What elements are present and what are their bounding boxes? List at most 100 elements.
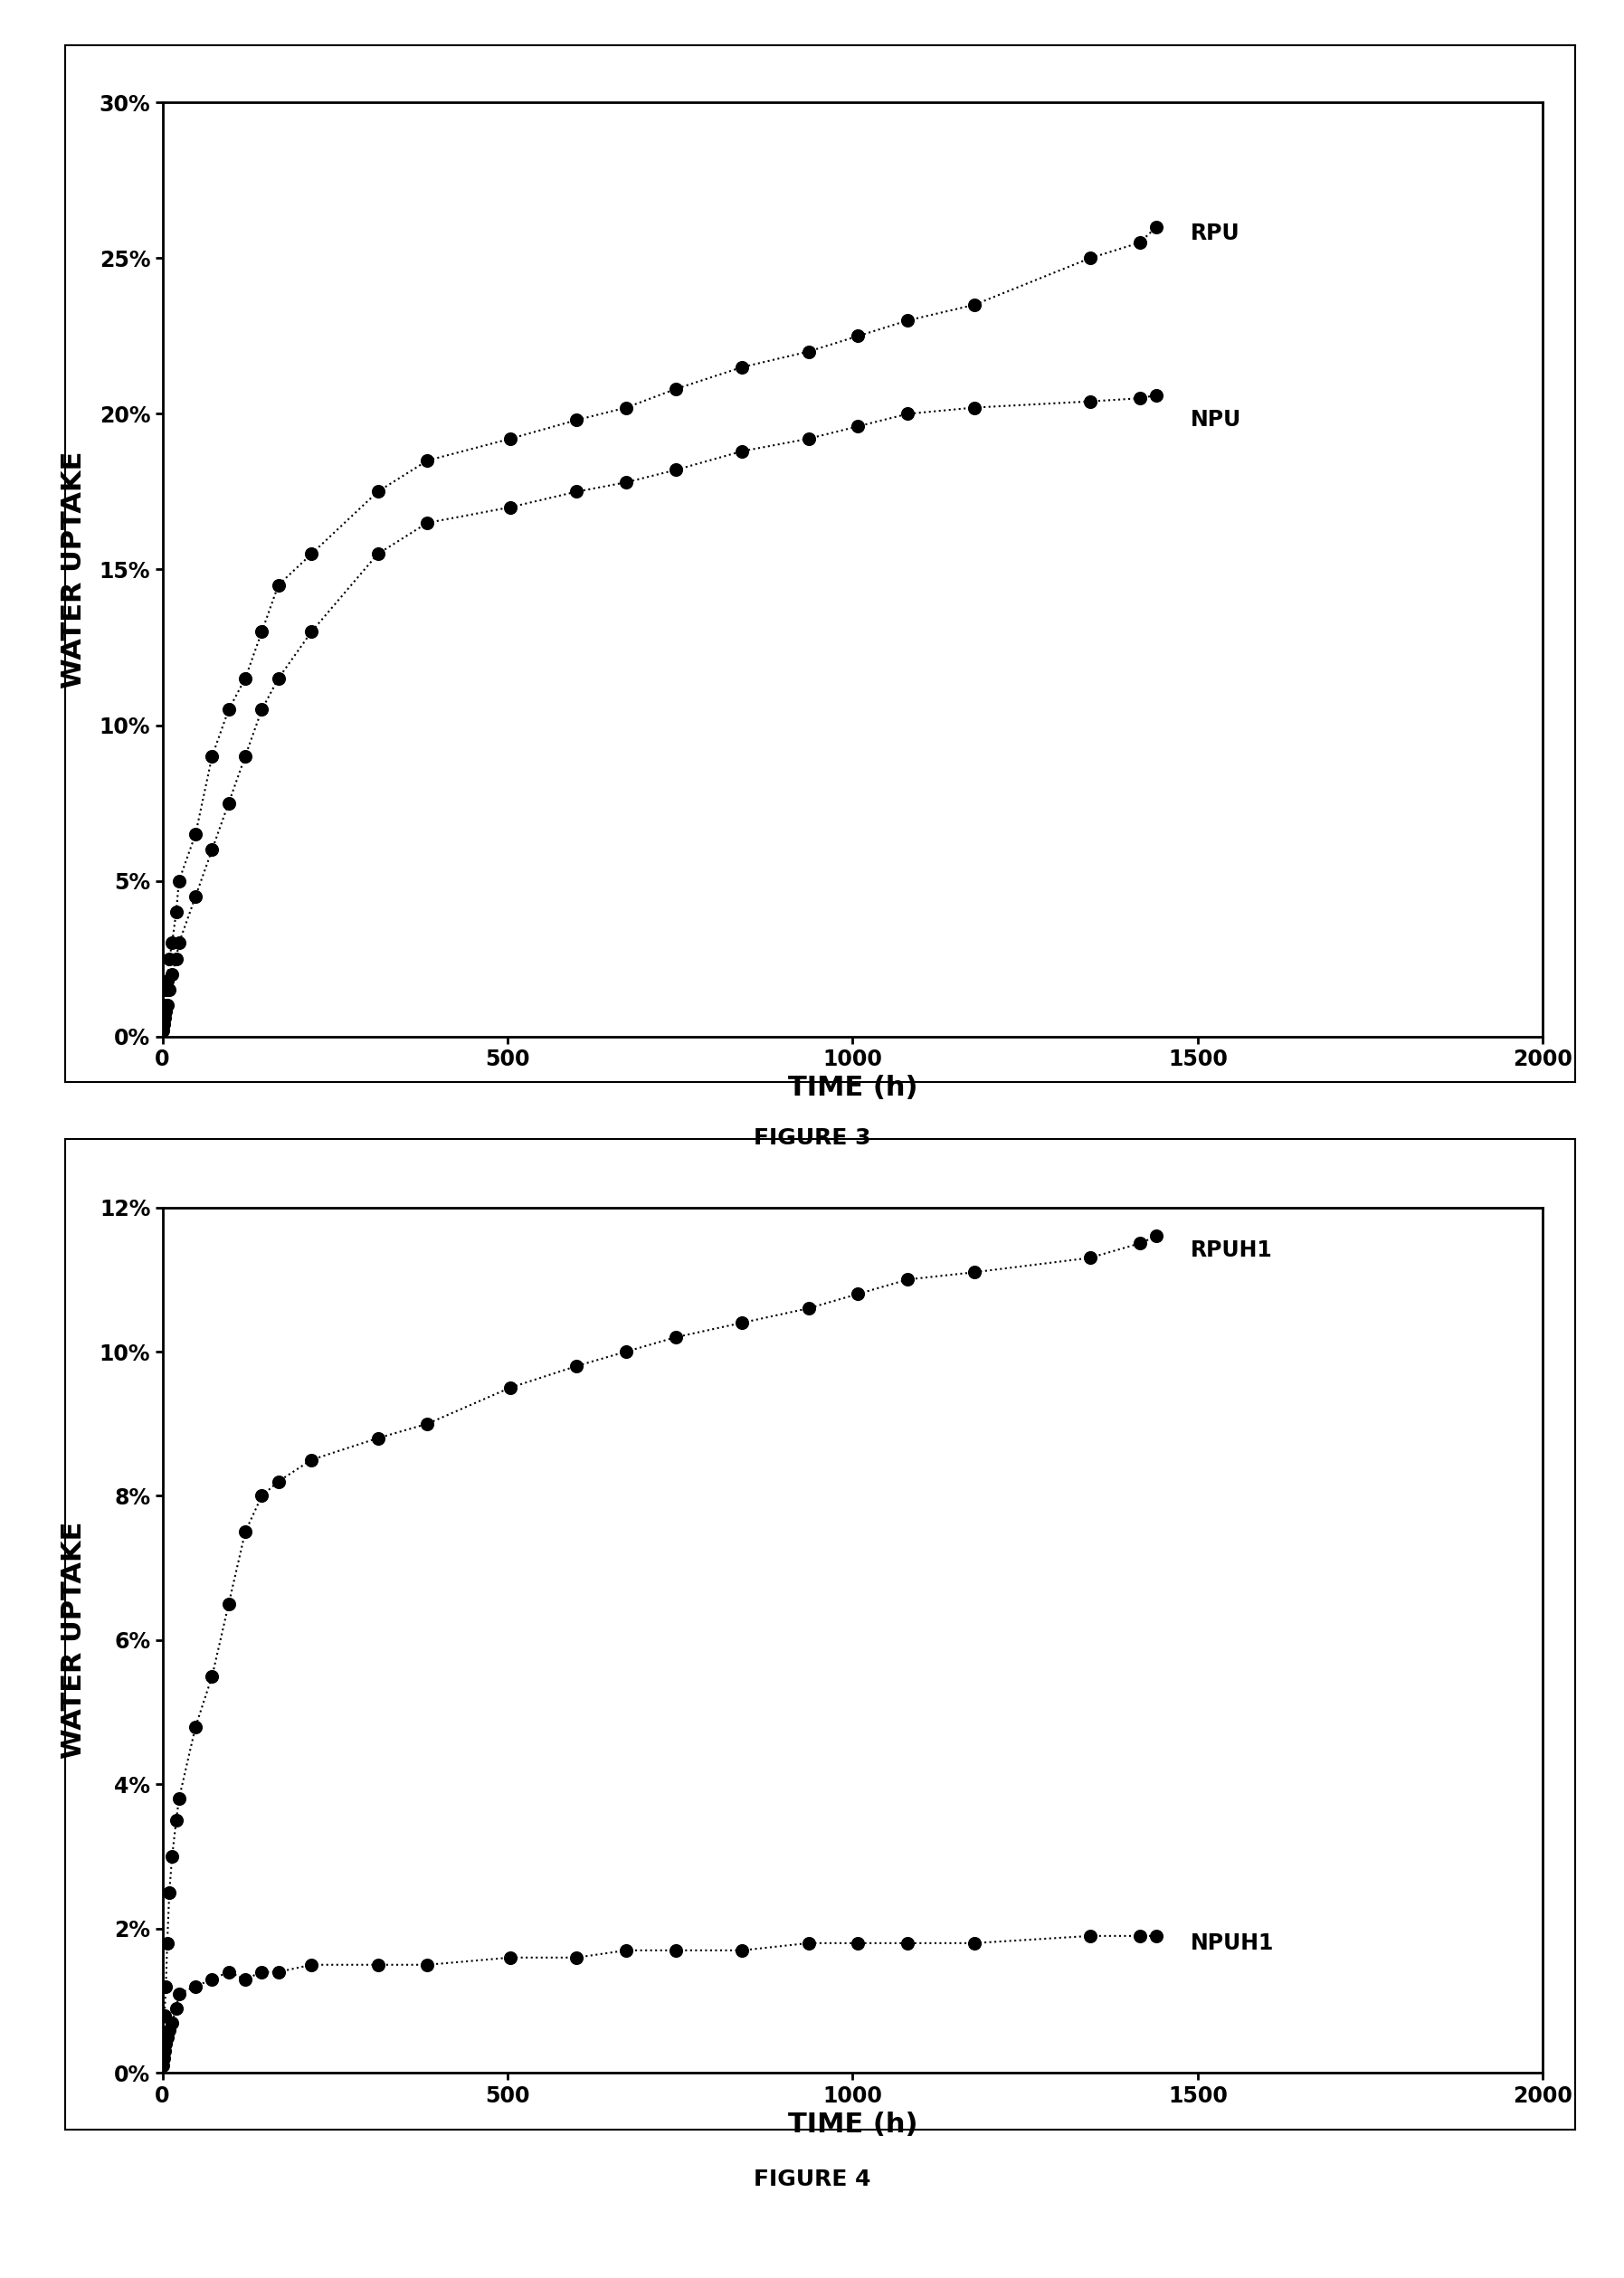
Point bbox=[216, 1955, 242, 1991]
Point bbox=[796, 1925, 822, 1961]
Point bbox=[663, 1319, 689, 1355]
Point bbox=[265, 1462, 291, 1499]
Text: NPUH1: NPUH1 bbox=[1190, 1932, 1275, 1955]
Point bbox=[796, 1289, 822, 1326]
Point bbox=[299, 1442, 325, 1478]
Point bbox=[216, 1585, 242, 1622]
Point bbox=[153, 1968, 179, 2005]
Point bbox=[232, 1961, 258, 1998]
Point bbox=[663, 451, 689, 487]
Point bbox=[564, 401, 590, 437]
Point bbox=[1143, 376, 1169, 412]
Point bbox=[299, 1945, 325, 1982]
Point bbox=[844, 317, 870, 353]
Point bbox=[162, 1802, 188, 1838]
Point bbox=[895, 1262, 921, 1298]
Point bbox=[961, 1253, 987, 1289]
Point bbox=[1143, 1219, 1169, 1255]
Point bbox=[844, 408, 870, 444]
Point bbox=[614, 1333, 640, 1369]
Point bbox=[365, 1945, 391, 1982]
Point bbox=[154, 961, 180, 998]
Y-axis label: WATER UPTAKE: WATER UPTAKE bbox=[60, 451, 86, 688]
Point bbox=[961, 287, 987, 323]
Point bbox=[729, 1305, 755, 1342]
Point bbox=[299, 535, 325, 572]
Point bbox=[729, 1932, 755, 1968]
Point bbox=[414, 506, 440, 542]
Point bbox=[729, 433, 755, 469]
Point bbox=[248, 613, 274, 649]
Point bbox=[1127, 226, 1153, 262]
Text: NPU: NPU bbox=[1190, 410, 1242, 431]
Point bbox=[159, 1838, 185, 1875]
Point bbox=[1143, 1918, 1169, 1955]
Point bbox=[182, 1968, 208, 2005]
Point bbox=[614, 465, 640, 501]
Point bbox=[216, 693, 242, 729]
Point bbox=[844, 1925, 870, 1961]
Text: FIGURE 3: FIGURE 3 bbox=[754, 1128, 870, 1150]
Point bbox=[159, 957, 185, 993]
Text: RPU: RPU bbox=[1190, 223, 1241, 244]
Point bbox=[162, 1991, 188, 2027]
Point bbox=[1077, 239, 1103, 276]
Point bbox=[1077, 383, 1103, 419]
Point bbox=[1127, 380, 1153, 417]
Point bbox=[151, 2041, 177, 2078]
Point bbox=[149, 2048, 175, 2084]
Point bbox=[182, 816, 208, 852]
Point bbox=[182, 1708, 208, 1745]
Point bbox=[663, 1932, 689, 1968]
Point bbox=[159, 2005, 185, 2041]
Point bbox=[156, 2011, 182, 2048]
Point bbox=[151, 986, 177, 1023]
Point bbox=[497, 1369, 523, 1406]
Point bbox=[156, 970, 182, 1007]
Point bbox=[166, 1781, 192, 1818]
Point bbox=[154, 2018, 180, 2055]
Text: RPUH1: RPUH1 bbox=[1190, 1239, 1273, 1262]
Point bbox=[151, 993, 177, 1030]
Point bbox=[248, 693, 274, 729]
Point bbox=[1127, 1226, 1153, 1262]
Point bbox=[200, 1658, 226, 1695]
Point bbox=[564, 1939, 590, 1975]
Point bbox=[265, 661, 291, 697]
Point bbox=[166, 1975, 192, 2011]
Point bbox=[200, 831, 226, 868]
Point bbox=[151, 1998, 177, 2034]
Point bbox=[1077, 1239, 1103, 1276]
Point bbox=[156, 1875, 182, 1911]
Point bbox=[153, 2025, 179, 2062]
Point bbox=[414, 1945, 440, 1982]
Point bbox=[1077, 1918, 1103, 1955]
Point bbox=[151, 2018, 177, 2055]
Point bbox=[614, 1932, 640, 1968]
Point bbox=[248, 1478, 274, 1515]
Point bbox=[265, 1955, 291, 1991]
Point bbox=[151, 1000, 177, 1036]
X-axis label: TIME (h): TIME (h) bbox=[788, 1075, 918, 1100]
Point bbox=[182, 877, 208, 913]
Point bbox=[961, 390, 987, 426]
Point bbox=[895, 1925, 921, 1961]
Point bbox=[1143, 210, 1169, 246]
X-axis label: TIME (h): TIME (h) bbox=[788, 2112, 918, 2137]
Point bbox=[365, 1419, 391, 1456]
Point bbox=[232, 738, 258, 775]
Point bbox=[614, 390, 640, 426]
Point bbox=[564, 474, 590, 510]
Text: FIGURE 4: FIGURE 4 bbox=[754, 2169, 870, 2191]
Point bbox=[265, 567, 291, 604]
Point bbox=[796, 333, 822, 369]
Point bbox=[232, 661, 258, 697]
Point bbox=[166, 925, 192, 961]
Point bbox=[497, 1939, 523, 1975]
Point bbox=[961, 1925, 987, 1961]
Point bbox=[162, 941, 188, 977]
Point bbox=[729, 349, 755, 385]
Point bbox=[166, 863, 192, 900]
Point bbox=[1127, 1918, 1153, 1955]
Point bbox=[365, 474, 391, 510]
